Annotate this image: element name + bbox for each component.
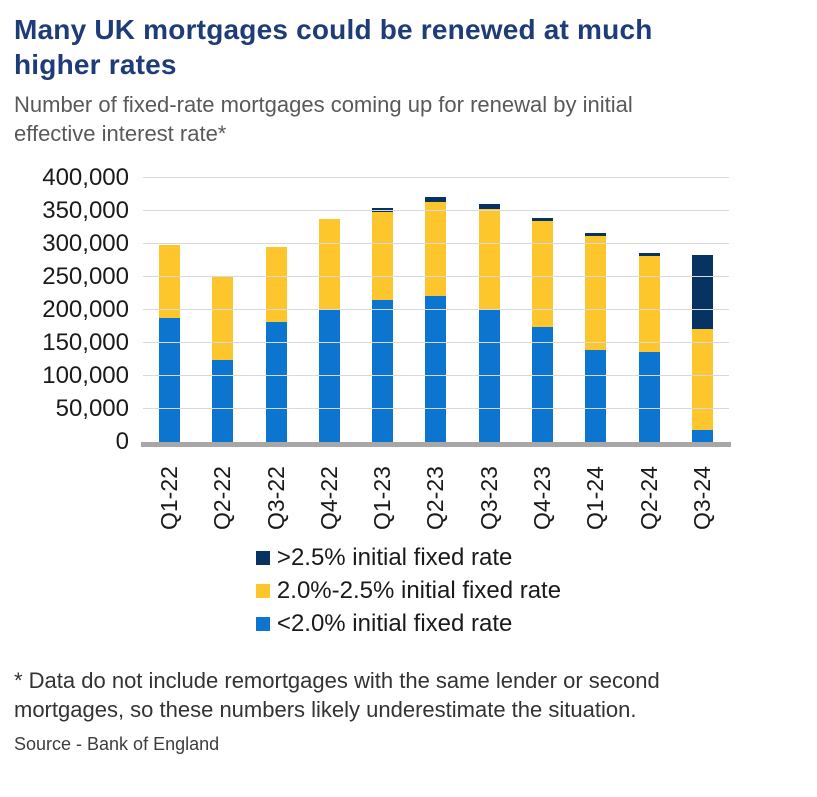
gridline xyxy=(143,309,729,311)
bar-segment xyxy=(585,232,607,236)
x-axis-label: Q4-22 xyxy=(315,466,342,531)
gridline xyxy=(143,342,729,344)
bar xyxy=(585,178,607,443)
bar-segment xyxy=(531,217,553,221)
y-axis-label: 350,000 xyxy=(42,197,129,225)
bar xyxy=(638,178,660,443)
bar-segment xyxy=(585,235,607,351)
bar xyxy=(265,178,287,443)
bar-segment xyxy=(638,255,660,352)
bar-segment xyxy=(531,327,553,443)
bar-segment xyxy=(159,317,181,443)
x-axis-labels: Q1-22 Q2-22 Q3-22 Q4-22 Q1-23 Q2-23 Q3-23 Q4-23… xyxy=(143,442,729,530)
x-axis-label: Q4-23 xyxy=(528,466,555,531)
legend-label: >2.5% initial fixed rate xyxy=(276,544,513,572)
bar-segment xyxy=(372,299,394,443)
y-axis-label: 300,000 xyxy=(42,230,129,258)
bar-segment xyxy=(478,209,500,311)
gridline xyxy=(143,375,729,377)
bar-segment xyxy=(425,296,447,443)
bar-segment xyxy=(159,245,181,318)
chart-footnote: * Data do not include remortgages with t… xyxy=(14,668,660,723)
bar xyxy=(318,178,340,443)
bar xyxy=(159,178,181,443)
bar xyxy=(691,178,713,443)
bar xyxy=(478,178,500,443)
bar-segment xyxy=(425,201,447,297)
x-axis-baseline xyxy=(141,442,731,448)
gridline xyxy=(143,276,729,278)
y-axis-label: 50,000 xyxy=(55,395,129,423)
plot-area: 0 50,000 100,000 150,000 200,000 250,000 300,0… xyxy=(42,164,731,455)
bars-container xyxy=(143,178,729,443)
y-axis-label: 100,000 xyxy=(42,362,129,390)
legend-label: <2.0% initial fixed rate xyxy=(276,610,513,638)
x-axis-label: Q1-23 xyxy=(369,466,396,531)
bar-segment xyxy=(425,197,447,202)
bar-segment xyxy=(372,211,394,300)
bar-segment xyxy=(212,359,234,443)
y-axis-label: 150,000 xyxy=(42,329,129,357)
bar xyxy=(425,178,447,443)
legend-item: 2.0%-2.5% initial fixed rate xyxy=(255,577,562,605)
bar-segment xyxy=(638,351,660,443)
y-axis-label: 0 xyxy=(115,428,129,456)
bar-segment xyxy=(691,329,713,431)
gridline xyxy=(143,243,729,245)
x-axis-label: Q1-24 xyxy=(582,466,609,531)
x-axis-label: Q3-23 xyxy=(475,466,502,531)
bar xyxy=(212,178,234,443)
y-axis-label: 400,000 xyxy=(42,164,129,192)
gridline xyxy=(143,408,729,410)
chart-subtitle: Number of fixed-rate mortgages coming up… xyxy=(14,92,633,147)
x-axis-label: Q2-23 xyxy=(422,466,449,531)
bar-segment xyxy=(691,254,713,330)
bar-segment xyxy=(478,310,500,443)
legend-swatch-icon xyxy=(255,617,270,632)
bar-segment xyxy=(265,246,287,322)
x-axis-label: Q2-24 xyxy=(635,466,662,531)
x-axis-label: Q3-24 xyxy=(688,466,715,531)
bar-segment xyxy=(585,350,607,443)
bar-segment xyxy=(265,321,287,443)
bar-segment xyxy=(638,253,660,256)
gridline xyxy=(143,210,729,212)
legend-label: 2.0%-2.5% initial fixed rate xyxy=(276,577,562,605)
bar-segment xyxy=(531,220,553,328)
legend-item: <2.0% initial fixed rate xyxy=(255,610,561,638)
bar-segment xyxy=(212,277,234,360)
bar-segment xyxy=(318,219,340,309)
legend-swatch-icon xyxy=(255,584,270,599)
x-axis-label: Q3-22 xyxy=(262,466,289,531)
gridline xyxy=(143,177,729,179)
x-axis-label: Q2-22 xyxy=(209,466,236,531)
bar xyxy=(372,178,394,443)
y-axis-label: 250,000 xyxy=(42,263,129,291)
stacked-bar-chart: 0 50,000 100,000 150,000 200,000 250,000 300,0… xyxy=(14,164,803,530)
bar-segment xyxy=(478,204,500,210)
bar-segment xyxy=(372,207,394,212)
x-axis-label: Q1-22 xyxy=(156,466,183,531)
page-title: Many UK mortgages could be renewed at mu… xyxy=(14,14,653,80)
legend-swatch-icon xyxy=(255,551,270,566)
bar-segment xyxy=(691,430,713,443)
legend-item: >2.5% initial fixed rate xyxy=(255,544,561,572)
bar xyxy=(531,178,553,443)
y-axis-label: 200,000 xyxy=(42,296,129,324)
chart-legend: >2.5% initial fixed rate 2.0%-2.5% initia… xyxy=(255,544,562,638)
chart-source: Source - Bank of England xyxy=(14,734,220,755)
chart-page: Many UK mortgages could be renewed at mu… xyxy=(14,14,803,755)
